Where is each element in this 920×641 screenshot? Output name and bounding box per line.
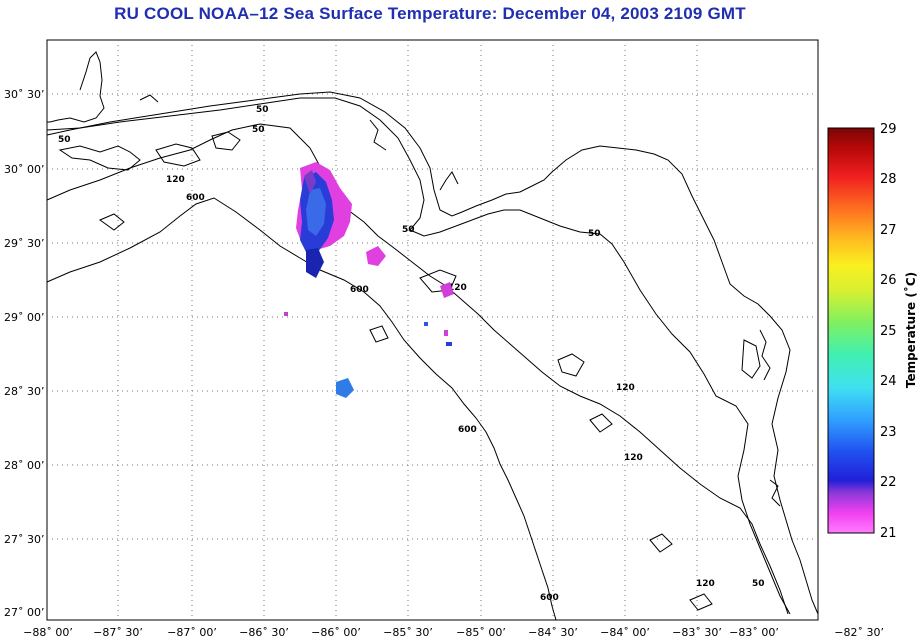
- longitude-labels: −88˚ 00’ −87˚ 30’ −87˚ 00’ −86˚ 30’ −86˚…: [23, 626, 884, 639]
- lon-tick-label: −83˚ 00’: [729, 626, 779, 639]
- graticule: [47, 40, 818, 620]
- lon-tick-label: −85˚ 30’: [383, 626, 433, 639]
- latitude-labels: 30˚ 30’ 30˚ 00’ 29˚ 30’ 29˚ 00’ 28˚ 30’ …: [4, 88, 45, 619]
- lat-tick-label: 27˚ 30’: [4, 533, 45, 546]
- isobath-labels: 50 50 50 50 50 50 120 120 120 120 120 60…: [58, 105, 765, 603]
- lon-tick-label: −85˚ 00’: [456, 626, 506, 639]
- lat-tick-label: 29˚ 00’: [4, 311, 45, 324]
- sst-patch-speck: [284, 312, 288, 316]
- isobath-label: 50: [588, 229, 601, 239]
- sst-patch-cyanblue: [306, 188, 326, 236]
- isobath-label: 600: [540, 593, 559, 603]
- isobath-label: 600: [350, 285, 369, 295]
- lon-tick-label: −88˚ 00’: [23, 626, 73, 639]
- colorbar-tick-label: 25: [880, 324, 897, 339]
- sst-patch-speck: [446, 342, 452, 346]
- lat-tick-label: 30˚ 30’: [4, 88, 45, 101]
- colorbar-tick-label: 23: [880, 425, 897, 440]
- lat-tick-label: 29˚ 30’: [4, 237, 45, 250]
- colorbar: [827, 127, 875, 534]
- colorbar-tick-label: 29: [880, 122, 897, 137]
- colorbar-tick-label: 21: [880, 526, 897, 541]
- lat-tick-label: 30˚ 00’: [4, 163, 45, 176]
- lon-tick-label: −86˚ 30’: [239, 626, 289, 639]
- lon-tick-label: −86˚ 00’: [311, 626, 361, 639]
- colorbar-ticks: 29 28 27 26 25 24 23 22 21: [880, 122, 897, 541]
- sst-patch-darkblue: [306, 248, 324, 278]
- isobath-label: 120: [616, 383, 635, 393]
- colorbar-tick-label: 28: [880, 172, 897, 187]
- isobath-label: 50: [752, 579, 765, 589]
- isobath-label: 120: [448, 283, 467, 293]
- isobath-50: [46, 97, 791, 615]
- lat-tick-label: 27˚ 00’: [4, 606, 45, 619]
- map-title: RU COOL NOAA–12 Sea Surface Temperature:…: [114, 4, 746, 23]
- lon-tick-label: −84˚ 00’: [600, 626, 650, 639]
- isobath-120: [46, 123, 789, 615]
- sst-patch-speck: [444, 330, 448, 336]
- colorbar-tick-label: 27: [880, 223, 897, 238]
- lon-tick-label: −82˚ 30’: [834, 626, 884, 639]
- isobath-label: 120: [624, 453, 643, 463]
- sst-data-patches: [284, 162, 454, 398]
- sst-patch-south: [336, 378, 354, 398]
- coastline: [46, 51, 819, 615]
- isobath-label: 120: [166, 175, 185, 185]
- isobath-label: 50: [58, 135, 71, 145]
- lon-tick-label: −84˚ 30’: [528, 626, 578, 639]
- isobath-label: 600: [458, 425, 477, 435]
- lon-tick-label: −87˚ 30’: [93, 626, 143, 639]
- colorbar-tick-label: 26: [880, 273, 897, 288]
- isobath-600: [46, 197, 713, 621]
- colorbar-label: Temperature (˚C): [903, 272, 918, 388]
- isobath-label: 50: [402, 225, 415, 235]
- lat-tick-label: 28˚ 30’: [4, 385, 45, 398]
- isobath-label: 120: [696, 579, 715, 589]
- lat-tick-label: 28˚ 00’: [4, 459, 45, 472]
- sst-patch-purple: [304, 170, 316, 194]
- isobath-label: 50: [252, 125, 265, 135]
- lon-tick-label: −87˚ 00’: [167, 626, 217, 639]
- sst-patch-east2: [440, 282, 454, 298]
- sst-patch-east: [366, 246, 386, 266]
- colorbar-tick-label: 22: [880, 475, 897, 490]
- colorbar-tick-label: 24: [880, 374, 897, 389]
- sst-patch-speck: [424, 322, 428, 326]
- lon-tick-label: −83˚ 30’: [672, 626, 722, 639]
- isobath-label: 600: [186, 193, 205, 203]
- map-frame: [46, 39, 819, 621]
- isobath-label: 50: [256, 105, 269, 115]
